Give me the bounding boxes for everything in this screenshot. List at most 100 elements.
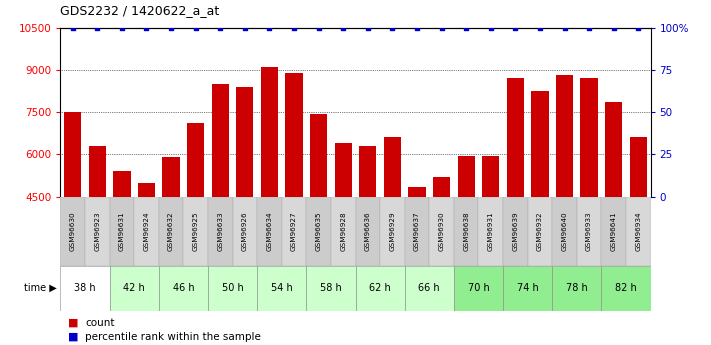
Text: ■: ■ bbox=[68, 332, 78, 342]
Text: 74 h: 74 h bbox=[517, 283, 538, 293]
Text: GSM96929: GSM96929 bbox=[390, 211, 395, 251]
Text: GSM96928: GSM96928 bbox=[340, 211, 346, 251]
Bar bbox=[356, 266, 405, 311]
Bar bbox=[134, 197, 159, 266]
Bar bbox=[306, 266, 356, 311]
Bar bbox=[257, 266, 306, 311]
Text: GSM96637: GSM96637 bbox=[414, 211, 420, 251]
Point bbox=[461, 25, 472, 30]
Text: ■: ■ bbox=[68, 318, 78, 328]
Text: time ▶: time ▶ bbox=[24, 283, 57, 293]
Bar bbox=[282, 197, 306, 266]
Bar bbox=[356, 197, 380, 266]
Text: GSM96635: GSM96635 bbox=[316, 211, 321, 251]
Bar bbox=[335, 143, 352, 197]
Bar bbox=[163, 157, 180, 197]
Point bbox=[485, 25, 496, 30]
Point bbox=[67, 25, 78, 30]
Point bbox=[510, 25, 521, 30]
Text: GSM96925: GSM96925 bbox=[193, 211, 198, 251]
Bar bbox=[359, 146, 376, 197]
Text: percentile rank within the sample: percentile rank within the sample bbox=[85, 332, 261, 342]
Bar bbox=[208, 266, 257, 311]
Bar bbox=[602, 197, 626, 266]
Point bbox=[387, 25, 398, 30]
Text: GSM96927: GSM96927 bbox=[291, 211, 297, 251]
Point bbox=[116, 25, 127, 30]
Bar bbox=[577, 197, 602, 266]
Bar bbox=[89, 146, 106, 197]
Bar bbox=[138, 183, 155, 197]
Bar bbox=[433, 177, 450, 197]
Bar bbox=[208, 197, 232, 266]
Text: GSM96633: GSM96633 bbox=[218, 211, 223, 251]
Text: GSM96934: GSM96934 bbox=[635, 211, 641, 251]
Point bbox=[633, 25, 644, 30]
Text: GSM96636: GSM96636 bbox=[365, 211, 371, 251]
Bar bbox=[232, 197, 257, 266]
Bar bbox=[310, 114, 327, 197]
Point bbox=[264, 25, 275, 30]
Text: 62 h: 62 h bbox=[369, 283, 391, 293]
Text: GSM96926: GSM96926 bbox=[242, 211, 248, 251]
Text: GSM96632: GSM96632 bbox=[168, 211, 174, 251]
Bar bbox=[552, 197, 577, 266]
Point bbox=[436, 25, 447, 30]
Text: GSM96924: GSM96924 bbox=[144, 211, 149, 251]
Point bbox=[190, 25, 201, 30]
Text: GSM96930: GSM96930 bbox=[439, 211, 444, 251]
Bar bbox=[331, 197, 356, 266]
Text: GSM96923: GSM96923 bbox=[95, 211, 100, 251]
Bar bbox=[479, 197, 503, 266]
Point bbox=[411, 25, 422, 30]
Bar bbox=[60, 197, 85, 266]
Bar bbox=[405, 266, 454, 311]
Text: 78 h: 78 h bbox=[566, 283, 588, 293]
Point bbox=[559, 25, 570, 30]
Bar bbox=[261, 67, 278, 197]
Point bbox=[338, 25, 349, 30]
Point bbox=[289, 25, 300, 30]
Point bbox=[239, 25, 250, 30]
Bar bbox=[503, 266, 552, 311]
Point bbox=[92, 25, 103, 30]
Point bbox=[534, 25, 545, 30]
Text: 54 h: 54 h bbox=[271, 283, 293, 293]
Bar bbox=[60, 266, 109, 311]
Text: GSM96931: GSM96931 bbox=[488, 211, 493, 251]
Text: GDS2232 / 1420622_a_at: GDS2232 / 1420622_a_at bbox=[60, 4, 220, 17]
Bar bbox=[109, 266, 159, 311]
Point bbox=[313, 25, 324, 30]
Point bbox=[215, 25, 226, 30]
Bar bbox=[384, 137, 401, 197]
Bar bbox=[257, 197, 282, 266]
Text: count: count bbox=[85, 318, 114, 328]
Text: 58 h: 58 h bbox=[320, 283, 342, 293]
Text: GSM96933: GSM96933 bbox=[586, 211, 592, 251]
Bar bbox=[556, 76, 573, 197]
Text: GSM96641: GSM96641 bbox=[611, 211, 616, 251]
Bar bbox=[552, 266, 602, 311]
Text: 38 h: 38 h bbox=[74, 283, 96, 293]
Text: 50 h: 50 h bbox=[222, 283, 243, 293]
Point bbox=[141, 25, 152, 30]
Bar bbox=[113, 171, 131, 197]
Bar bbox=[605, 102, 622, 197]
Bar bbox=[429, 197, 454, 266]
Point bbox=[608, 25, 619, 30]
Point bbox=[166, 25, 177, 30]
Bar bbox=[408, 187, 426, 197]
Bar bbox=[306, 197, 331, 266]
Text: GSM96640: GSM96640 bbox=[562, 211, 567, 251]
Bar bbox=[454, 266, 503, 311]
Bar bbox=[528, 197, 552, 266]
Text: 70 h: 70 h bbox=[468, 283, 489, 293]
Bar bbox=[85, 197, 109, 266]
Bar bbox=[159, 197, 183, 266]
Text: GSM96630: GSM96630 bbox=[70, 211, 76, 251]
Bar bbox=[454, 197, 479, 266]
Text: 66 h: 66 h bbox=[419, 283, 440, 293]
Bar bbox=[405, 197, 429, 266]
Bar bbox=[64, 112, 81, 197]
Point bbox=[362, 25, 373, 30]
